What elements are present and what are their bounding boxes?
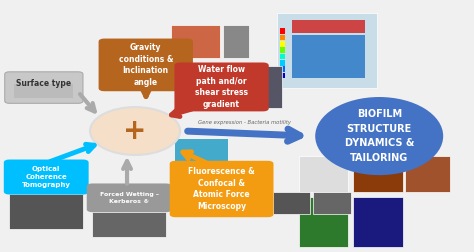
FancyBboxPatch shape	[174, 62, 269, 111]
FancyBboxPatch shape	[292, 20, 365, 33]
FancyBboxPatch shape	[14, 84, 73, 98]
FancyBboxPatch shape	[223, 25, 249, 58]
FancyBboxPatch shape	[5, 72, 83, 103]
FancyBboxPatch shape	[99, 39, 193, 91]
Text: Optical
Coherence
Tomography: Optical Coherence Tomography	[22, 166, 71, 188]
FancyBboxPatch shape	[280, 35, 285, 40]
FancyBboxPatch shape	[405, 156, 450, 192]
FancyBboxPatch shape	[280, 41, 285, 47]
FancyBboxPatch shape	[4, 160, 89, 195]
FancyBboxPatch shape	[280, 66, 285, 72]
FancyBboxPatch shape	[292, 35, 365, 78]
FancyBboxPatch shape	[299, 197, 348, 247]
Text: Gravity
conditions &
Inclination
angle: Gravity conditions & Inclination angle	[118, 43, 173, 87]
Ellipse shape	[315, 97, 443, 175]
FancyBboxPatch shape	[92, 212, 166, 237]
Text: Fluorescence &
Confocal &
Atomic Force
Microscopy: Fluorescence & Confocal & Atomic Force M…	[188, 167, 255, 211]
FancyBboxPatch shape	[175, 139, 228, 161]
Circle shape	[90, 107, 180, 155]
FancyBboxPatch shape	[313, 192, 351, 214]
FancyBboxPatch shape	[280, 54, 285, 59]
Text: +: +	[123, 117, 147, 145]
FancyBboxPatch shape	[280, 47, 285, 53]
FancyBboxPatch shape	[353, 156, 403, 192]
FancyBboxPatch shape	[170, 161, 273, 217]
FancyBboxPatch shape	[19, 83, 66, 87]
Text: Forced Wetting –
Kerberos ®: Forced Wetting – Kerberos ®	[100, 192, 159, 204]
Text: Water flow
path and/or
shear stress
gradient: Water flow path and/or shear stress grad…	[195, 65, 248, 109]
Text: Surface type: Surface type	[16, 79, 72, 88]
FancyBboxPatch shape	[14, 78, 76, 101]
FancyBboxPatch shape	[19, 89, 66, 93]
Text: Gene expression - Bacteria motility: Gene expression - Bacteria motility	[198, 120, 291, 125]
FancyBboxPatch shape	[280, 28, 285, 34]
Text: BIOFILM
STRUCTURE
DYNAMICS &
TAILORING: BIOFILM STRUCTURE DYNAMICS & TAILORING	[345, 109, 414, 163]
FancyBboxPatch shape	[277, 13, 377, 88]
FancyBboxPatch shape	[171, 25, 220, 58]
FancyBboxPatch shape	[299, 156, 348, 192]
FancyBboxPatch shape	[9, 194, 83, 229]
FancyBboxPatch shape	[273, 192, 310, 214]
FancyBboxPatch shape	[353, 197, 403, 247]
FancyBboxPatch shape	[280, 60, 285, 66]
FancyBboxPatch shape	[256, 66, 282, 108]
FancyBboxPatch shape	[87, 183, 172, 212]
FancyBboxPatch shape	[280, 73, 285, 78]
